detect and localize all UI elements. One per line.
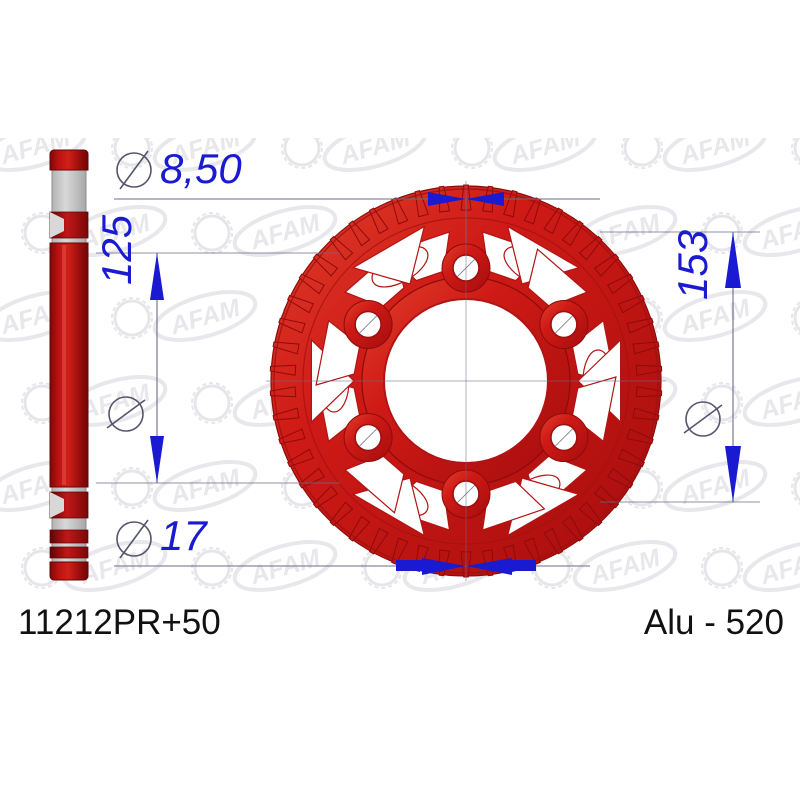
dimension-center-bore-17 — [114, 558, 590, 575]
side-profile-view — [49, 149, 89, 581]
diameter-symbol-17 — [116, 519, 152, 559]
part-number-caption: 11212PR+50 — [18, 603, 221, 642]
diameter-symbol-850 — [116, 150, 152, 190]
diameter-symbol-153 — [683, 401, 723, 437]
material-pitch-caption: Alu - 520 — [643, 603, 784, 642]
dimension-label-125: 125 — [93, 214, 140, 285]
dimension-label-850: 8,50 — [160, 145, 242, 192]
diameter-symbol-125 — [106, 396, 146, 432]
dimension-label-17: 17 — [160, 512, 207, 559]
dimension-label-153: 153 — [669, 229, 716, 300]
